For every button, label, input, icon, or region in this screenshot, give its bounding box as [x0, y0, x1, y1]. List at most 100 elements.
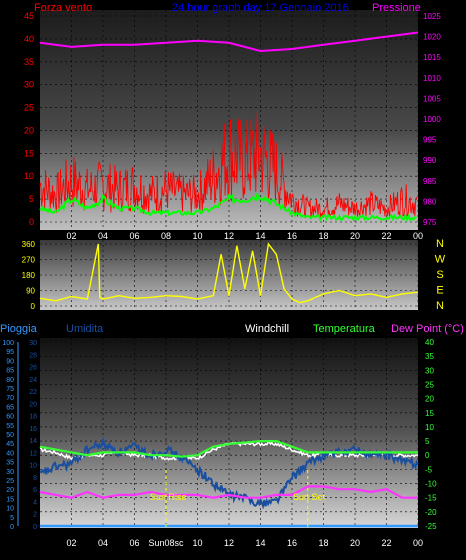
- pressure-axis-label: Pressione: [372, 2, 421, 14]
- humidity-tick-label: 18: [29, 414, 37, 421]
- wind-x-tick-label: 08: [161, 231, 171, 241]
- temp-tick-label: 25: [425, 380, 434, 389]
- wind-tick-label: 0: [29, 217, 34, 227]
- rain-tick-label: 40: [6, 450, 14, 457]
- rain-tick-label: 80: [6, 377, 14, 384]
- temp-tick-label: 35: [425, 352, 434, 361]
- temp-x-tick-label: 22: [381, 538, 391, 548]
- pressure-tick-label: 975: [423, 218, 437, 227]
- compass-label: E: [436, 285, 443, 297]
- humidity-tick-label: 6: [33, 487, 37, 494]
- legend-rain: Pioggia: [0, 323, 38, 335]
- humidity-tick-label: 26: [29, 365, 37, 372]
- rain-tick-label: 95: [6, 349, 14, 356]
- pressure-tick-label: 985: [423, 177, 437, 186]
- wind-tick-label: 35: [24, 57, 34, 67]
- wind-gust-line: [39, 191, 417, 223]
- wind-x-tick-label: 06: [129, 231, 139, 241]
- wind-tick-label: 40: [24, 34, 34, 44]
- sun-rise-label: Sun Rise: [150, 492, 187, 502]
- wind-tick-label: 25: [24, 103, 34, 113]
- temp-tick-label: 0: [425, 451, 430, 460]
- rain-tick-label: 20: [6, 487, 14, 494]
- wind-x-tick-label: 02: [66, 231, 76, 241]
- humidity-tick-label: 2: [33, 512, 37, 519]
- rain-tick-label: 30: [6, 469, 14, 476]
- wind-tick-label: 5: [29, 194, 34, 204]
- temp-tick-label: -5: [425, 465, 433, 474]
- direction-tick-label: 180: [22, 271, 36, 280]
- direction-grid: [40, 240, 419, 310]
- compass-label: N: [436, 300, 444, 312]
- wind-tick-label: 15: [24, 148, 34, 158]
- humidity-tick-label: 16: [29, 426, 37, 433]
- temperature-line: [39, 440, 418, 458]
- direction-tick-label: 90: [26, 287, 35, 296]
- wind-x-tick-label: 14: [255, 231, 265, 241]
- temp-x-tick-label: 16: [287, 538, 297, 548]
- temp-tick-label: 20: [425, 395, 434, 404]
- rain-tick-label: 0: [10, 524, 14, 531]
- temp-x-tick-label: Sun08sc: [148, 538, 184, 548]
- rain-tick-label: 25: [6, 478, 14, 485]
- rain-tick-label: 75: [6, 386, 14, 393]
- wind-x-tick-label: 10: [192, 231, 202, 241]
- rain-tick-label: 50: [6, 432, 14, 439]
- wind-x-tick-label: 04: [98, 231, 108, 241]
- wind-tick-label: 10: [24, 171, 34, 181]
- wind-x-tick-label: 20: [350, 231, 360, 241]
- humidity-tick-label: 0: [33, 524, 37, 531]
- pressure-tick-label: 1015: [423, 53, 441, 62]
- temp-x-tick-label: 00: [413, 538, 423, 548]
- humidity-tick-label: 4: [33, 499, 37, 506]
- rain-tick-label: 70: [6, 395, 14, 402]
- compass-label: W: [435, 254, 446, 266]
- wind-tick-label: 20: [24, 125, 34, 135]
- rain-tick-label: 90: [6, 358, 14, 365]
- wind-x-tick-label: 16: [287, 231, 297, 241]
- pressure-tick-label: 995: [423, 136, 437, 145]
- rain-tick-label: 55: [6, 423, 14, 430]
- rain-tick-label: 10: [6, 506, 14, 513]
- wind-tick-label: 30: [24, 80, 34, 90]
- pressure-line: [39, 31, 419, 53]
- pressure-tick-label: 990: [423, 156, 437, 165]
- wind-tick-label: 45: [24, 11, 34, 21]
- humidity-tick-label: 24: [29, 377, 37, 384]
- humidity-tick-label: 14: [29, 438, 37, 445]
- legend-dew-point: Dew Point (°C): [391, 323, 464, 335]
- rain-tick-label: 100: [2, 340, 14, 347]
- direction-tick-label: 0: [31, 302, 36, 311]
- humidity-tick-label: 12: [29, 450, 37, 457]
- pressure-tick-label: 1010: [423, 74, 441, 83]
- temp-tick-label: 15: [425, 409, 434, 418]
- chart-marks: [39, 31, 419, 528]
- wind-x-tick-label: 18: [318, 231, 328, 241]
- compass-label: N: [436, 238, 444, 250]
- temp-tick-label: 30: [425, 366, 434, 375]
- rain-tick-label: 5: [10, 515, 14, 522]
- axis-ticks: 0510152025303540459759809859909951000100…: [2, 11, 445, 548]
- pressure-tick-label: 1005: [423, 94, 441, 103]
- humidity-tick-label: 10: [29, 463, 37, 470]
- temp-tick-label: 40: [425, 338, 434, 347]
- graph-title: 24 hour graph day 17 Gennaio 2016: [172, 2, 349, 14]
- wind-direction-line: [39, 242, 419, 304]
- temp-x-tick-label: 12: [224, 538, 234, 548]
- pressure-tick-label: 1000: [423, 115, 441, 124]
- legend-windchill: Windchill: [245, 323, 289, 335]
- humidity-tick-label: 30: [29, 340, 37, 347]
- rain-tick-label: 85: [6, 368, 14, 375]
- rain-tick-label: 60: [6, 414, 14, 421]
- rain-tick-label: 35: [6, 460, 14, 467]
- temp-x-tick-label: 04: [98, 538, 108, 548]
- pressure-tick-label: 980: [423, 197, 437, 206]
- wind-x-tick-label: 00: [413, 231, 423, 241]
- direction-tick-label: 270: [22, 256, 36, 265]
- wind-x-tick-label: 22: [381, 231, 391, 241]
- humidity-tick-label: 28: [29, 352, 37, 359]
- humidity-tick-label: 20: [29, 401, 37, 408]
- temp-x-tick-label: 14: [255, 538, 265, 548]
